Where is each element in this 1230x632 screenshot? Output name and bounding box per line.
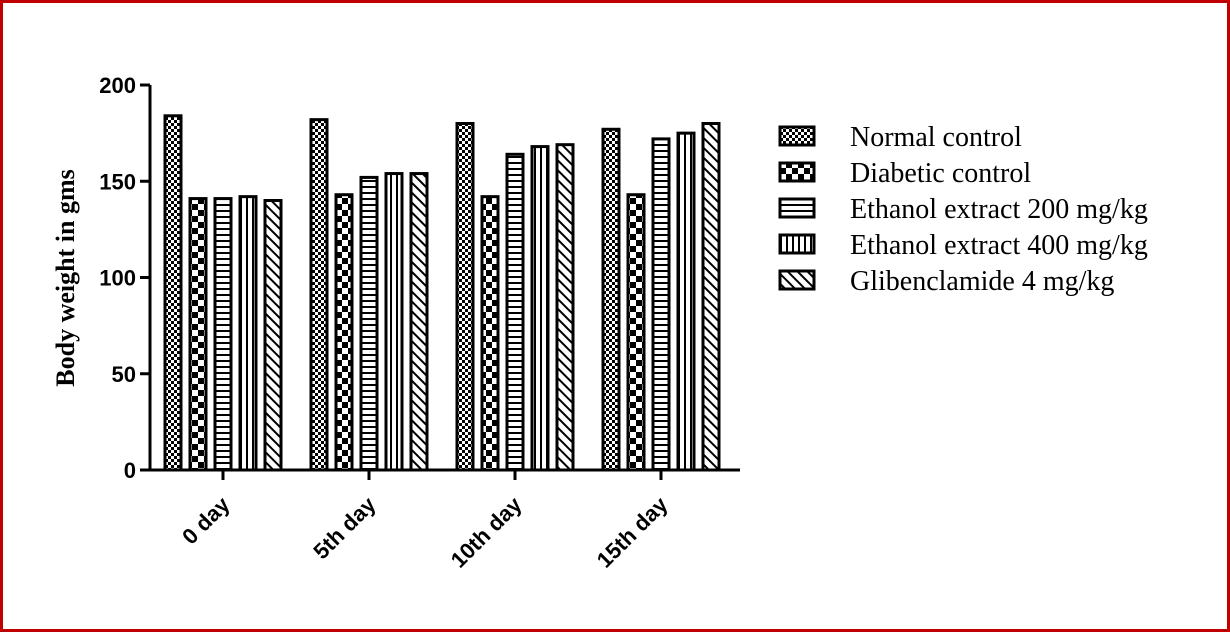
legend-label: Ethanol extract 400 mg/kg: [850, 230, 1148, 261]
bar: [263, 199, 283, 472]
y-tick-label: 50: [112, 362, 136, 387]
bar: [701, 122, 721, 472]
bar: [334, 193, 354, 472]
y-tick-label: 0: [124, 458, 136, 483]
legend-swatch: [778, 125, 816, 147]
legend-label: Normal control: [850, 122, 1022, 153]
bar: [213, 197, 233, 472]
bar: [676, 131, 696, 472]
x-tick-label: 5th day: [308, 491, 381, 564]
bar: [651, 137, 671, 472]
bar: [238, 195, 258, 472]
bars: [163, 114, 721, 472]
bar: [409, 172, 429, 472]
bar: [359, 175, 379, 472]
legend-swatch: [778, 233, 816, 255]
bar: [530, 145, 550, 472]
bar: [480, 195, 500, 472]
legend: Normal control Diabetic control Ethanol ex…: [778, 122, 1148, 297]
x-tick-label: 0 day: [177, 491, 235, 549]
y-tick-label: 100: [99, 266, 136, 291]
bar: [163, 114, 183, 472]
y-tick-label: 150: [99, 169, 136, 194]
bar: [455, 122, 475, 472]
bar: [309, 118, 329, 472]
bar: [555, 143, 575, 472]
bar: [505, 152, 525, 472]
legend-swatch: [778, 197, 816, 219]
legend-label: Glibenclamide 4 mg/kg: [850, 266, 1114, 297]
legend-label: Diabetic control: [850, 158, 1031, 189]
bar: [626, 193, 646, 472]
x-tick-label: 10th day: [446, 491, 527, 572]
y-axis-label: Body weight in gms: [51, 169, 80, 386]
bar: [384, 172, 404, 472]
legend-swatch: [778, 269, 816, 291]
y-tick-label: 200: [99, 73, 136, 98]
legend-swatch: [778, 161, 816, 183]
bar: [601, 127, 621, 472]
legend-label: Ethanol extract 200 mg/kg: [850, 194, 1148, 225]
x-tick-label: 15th day: [592, 491, 673, 572]
bar: [188, 197, 208, 472]
